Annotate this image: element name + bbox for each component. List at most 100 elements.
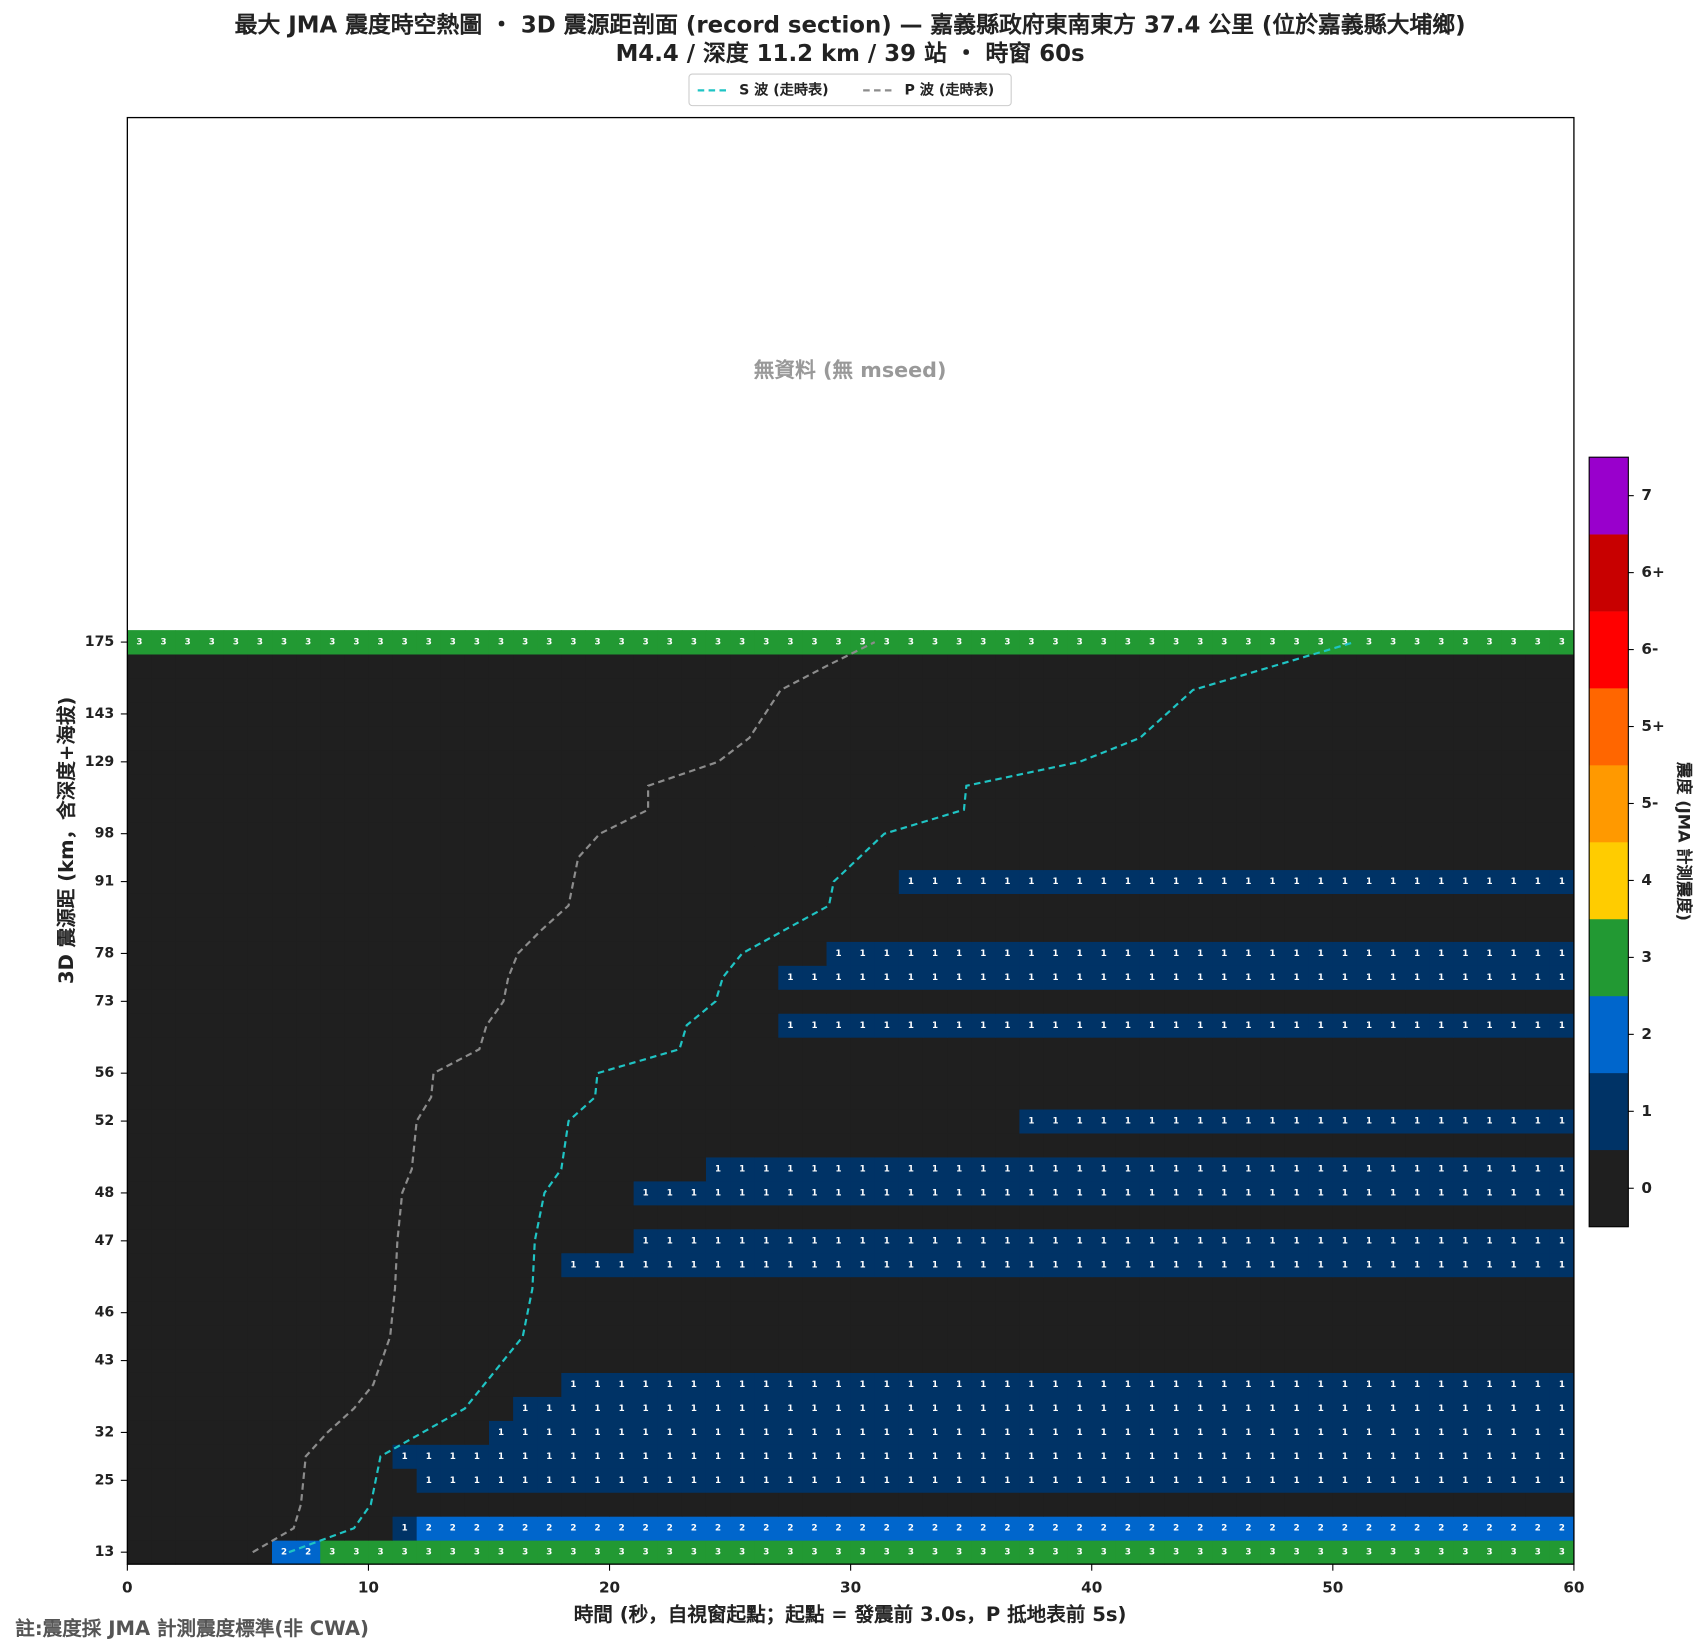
heatmap-cell: [1405, 941, 1430, 966]
heatmap-cell: [320, 1228, 345, 1254]
heatmap-cell: [440, 1276, 466, 1302]
cell-label: 3: [1149, 1548, 1155, 1558]
heatmap-cell: [585, 749, 610, 775]
heatmap-cell: [802, 1348, 827, 1373]
heatmap-cell: [874, 701, 900, 727]
heatmap-cell: [1043, 1276, 1069, 1302]
heatmap-cell: [1139, 725, 1165, 751]
heatmap-cell: [1019, 1061, 1044, 1086]
heatmap-cell: [947, 1348, 972, 1373]
heatmap-cell: [1091, 1372, 1117, 1397]
heatmap-cell: [1260, 1396, 1286, 1421]
heatmap-cell: [561, 1444, 586, 1469]
heatmap-cell: [199, 654, 225, 679]
heatmap-cell: [392, 701, 418, 727]
heatmap-cell: [1067, 701, 1093, 727]
heatmap-cell: [754, 869, 779, 894]
heatmap-cell: [223, 1013, 249, 1038]
heatmap-cell: [392, 1061, 418, 1086]
heatmap-cell: [850, 1013, 876, 1038]
heatmap-cell: [416, 1396, 442, 1421]
cell-label: 1: [1270, 973, 1276, 983]
y-tick-label: 13: [95, 1544, 115, 1560]
cell-label: 1: [1462, 1188, 1468, 1198]
heatmap-cell: [1356, 1085, 1382, 1110]
heatmap-cell: [730, 1540, 755, 1565]
heatmap-cell: [826, 1492, 852, 1517]
heatmap-cell: [416, 965, 442, 990]
cell-label: 1: [1342, 1428, 1348, 1438]
heatmap-cell: [1212, 1300, 1237, 1326]
colorbar-swatch: [1589, 841, 1629, 920]
heatmap-cell: [850, 1204, 876, 1230]
heatmap-cell: [1164, 893, 1189, 918]
heatmap-cell: [1453, 845, 1478, 871]
cell-label: 3: [667, 1548, 673, 1558]
heatmap-cell: [223, 1420, 249, 1445]
cell-label: 1: [1294, 949, 1300, 959]
heatmap-cell: [730, 1252, 755, 1278]
heatmap-cell: [1019, 893, 1044, 918]
heatmap-cell: [464, 701, 490, 727]
cell-label: 1: [956, 1260, 962, 1270]
heatmap-cell: [344, 1468, 369, 1493]
cell-label: 3: [1559, 1548, 1565, 1558]
cell-label: 1: [787, 1236, 793, 1246]
heatmap-cell: [1453, 1276, 1478, 1302]
heatmap-cell: [1429, 1133, 1454, 1158]
heatmap-cell: [464, 1276, 490, 1302]
heatmap-cell: [127, 989, 152, 1014]
heatmap-cell: [995, 1492, 1020, 1517]
heatmap-cell: [1501, 1492, 1527, 1517]
heatmap-cell: [320, 1157, 345, 1182]
heatmap-cell: [705, 630, 731, 655]
heatmap-cell: [1236, 965, 1261, 990]
heatmap-cell: [344, 1204, 369, 1230]
heatmap-cell: [1332, 1540, 1358, 1565]
heatmap-cell: [1260, 797, 1286, 823]
heatmap-cell: [585, 1204, 610, 1230]
heatmap-cell: [127, 1300, 152, 1326]
cell-label: 1: [1414, 1164, 1420, 1174]
cell-label: 1: [836, 1476, 842, 1486]
heatmap-cell: [657, 678, 683, 703]
heatmap-cell: [995, 941, 1020, 966]
cell-label: 2: [1197, 1524, 1203, 1534]
heatmap-cell: [247, 654, 273, 679]
heatmap-cell: [633, 630, 659, 655]
cell-label: 2: [1462, 1524, 1468, 1534]
heatmap-cell: [488, 1468, 514, 1493]
heatmap-cell: [1019, 1276, 1044, 1302]
cell-label: 3: [811, 638, 817, 648]
cell-label: 1: [546, 1428, 552, 1438]
heatmap-cell: [778, 821, 803, 847]
heatmap-cell: [513, 1324, 538, 1350]
cell-label: 1: [1028, 1380, 1034, 1390]
heatmap-cell: [1043, 893, 1069, 918]
cell-label: 1: [932, 1428, 938, 1438]
heatmap-cell: [1067, 965, 1093, 990]
heatmap-cell: [440, 773, 466, 799]
heatmap-cell: [1332, 1037, 1358, 1062]
cell-label: 1: [1511, 1188, 1517, 1198]
cell-label: 1: [739, 1452, 745, 1462]
heatmap-cell: [609, 678, 635, 703]
heatmap-cell: [1115, 1492, 1141, 1517]
heatmap-cell: [1549, 1516, 1575, 1541]
heatmap-cell: [922, 989, 948, 1014]
cell-label: 3: [619, 638, 625, 648]
heatmap-cell: [1405, 630, 1430, 655]
cell-label: 1: [1077, 1021, 1083, 1031]
heatmap-cell: [1477, 1061, 1503, 1086]
heatmap-cell: [995, 797, 1020, 823]
cell-label: 1: [1125, 1404, 1131, 1414]
heatmap-cell: [995, 893, 1020, 918]
heatmap-cell: [1525, 845, 1551, 871]
heatmap-cell: [127, 1444, 152, 1469]
heatmap-cell: [537, 1396, 562, 1421]
heatmap-cell: [947, 965, 972, 990]
heatmap-cell: [1164, 1276, 1189, 1302]
heatmap-cell: [1091, 1300, 1117, 1326]
heatmap-cell: [995, 749, 1020, 775]
heatmap-cell: [440, 1300, 466, 1326]
